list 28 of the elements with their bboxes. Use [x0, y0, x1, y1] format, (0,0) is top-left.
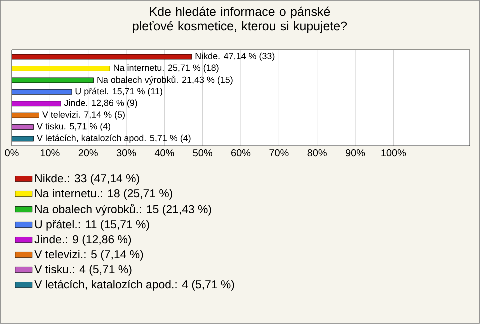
x-tick-label: 0% — [5, 150, 19, 157]
x-tick-label: 40% — [154, 150, 174, 157]
legend-label: Na internetu.: 18 (25,71 %) — [36, 189, 172, 200]
data-label: Nikde. 47,14 % (33) — [196, 52, 275, 62]
x-tick-label: 100% — [382, 150, 406, 157]
x-tick-label: 50% — [193, 150, 212, 157]
x-tick-label: 60% — [232, 150, 251, 157]
legend-label: V letácích, katalozích apod.: 4 (5,71 %) — [34, 280, 234, 291]
legend-label: V televizi.: 5 (7,14 %) — [34, 250, 144, 261]
data-label: U přátel. 15,71 % (11) — [76, 88, 162, 96]
legend-label: Nikde.: 33 (47,14 %) — [36, 174, 140, 185]
x-tick-label: 20% — [78, 150, 98, 157]
data-label: Na internetu. 25,71 % (18) — [114, 64, 219, 73]
chart-title: Kde hledáte informace o pánské pleťové kosmetice, kterou si kupujete? — [133, 6, 348, 34]
legend-label: V tisku.: 4 (5,71 %) — [34, 265, 132, 276]
legend-label: Jinde.: 9 (12,86 %) — [34, 235, 132, 246]
data-label: V televizi. 7,14 % (5) — [42, 111, 125, 120]
x-tick-label: 30% — [116, 150, 136, 157]
x-tick-label: 80% — [308, 150, 327, 157]
x-tick-label: 70% — [270, 150, 289, 157]
x-tick-label: 10% — [40, 150, 60, 157]
data-label: Na obalech výrobků. 21,43 % (15) — [98, 76, 233, 85]
legend-label: U přátel.: 11 (15,71 %) — [35, 220, 150, 231]
data-label: Jinde. 12,86 % (9) — [64, 100, 138, 108]
data-label: V tisku. 5,71 % (4) — [37, 123, 111, 132]
data-label: V letácích, katalozích apod. 5,71 % (4) — [37, 134, 191, 144]
x-tick-label: 90% — [346, 150, 366, 157]
legend-label: Na obalech výrobků.: 15 (21,43 %) — [36, 204, 212, 216]
